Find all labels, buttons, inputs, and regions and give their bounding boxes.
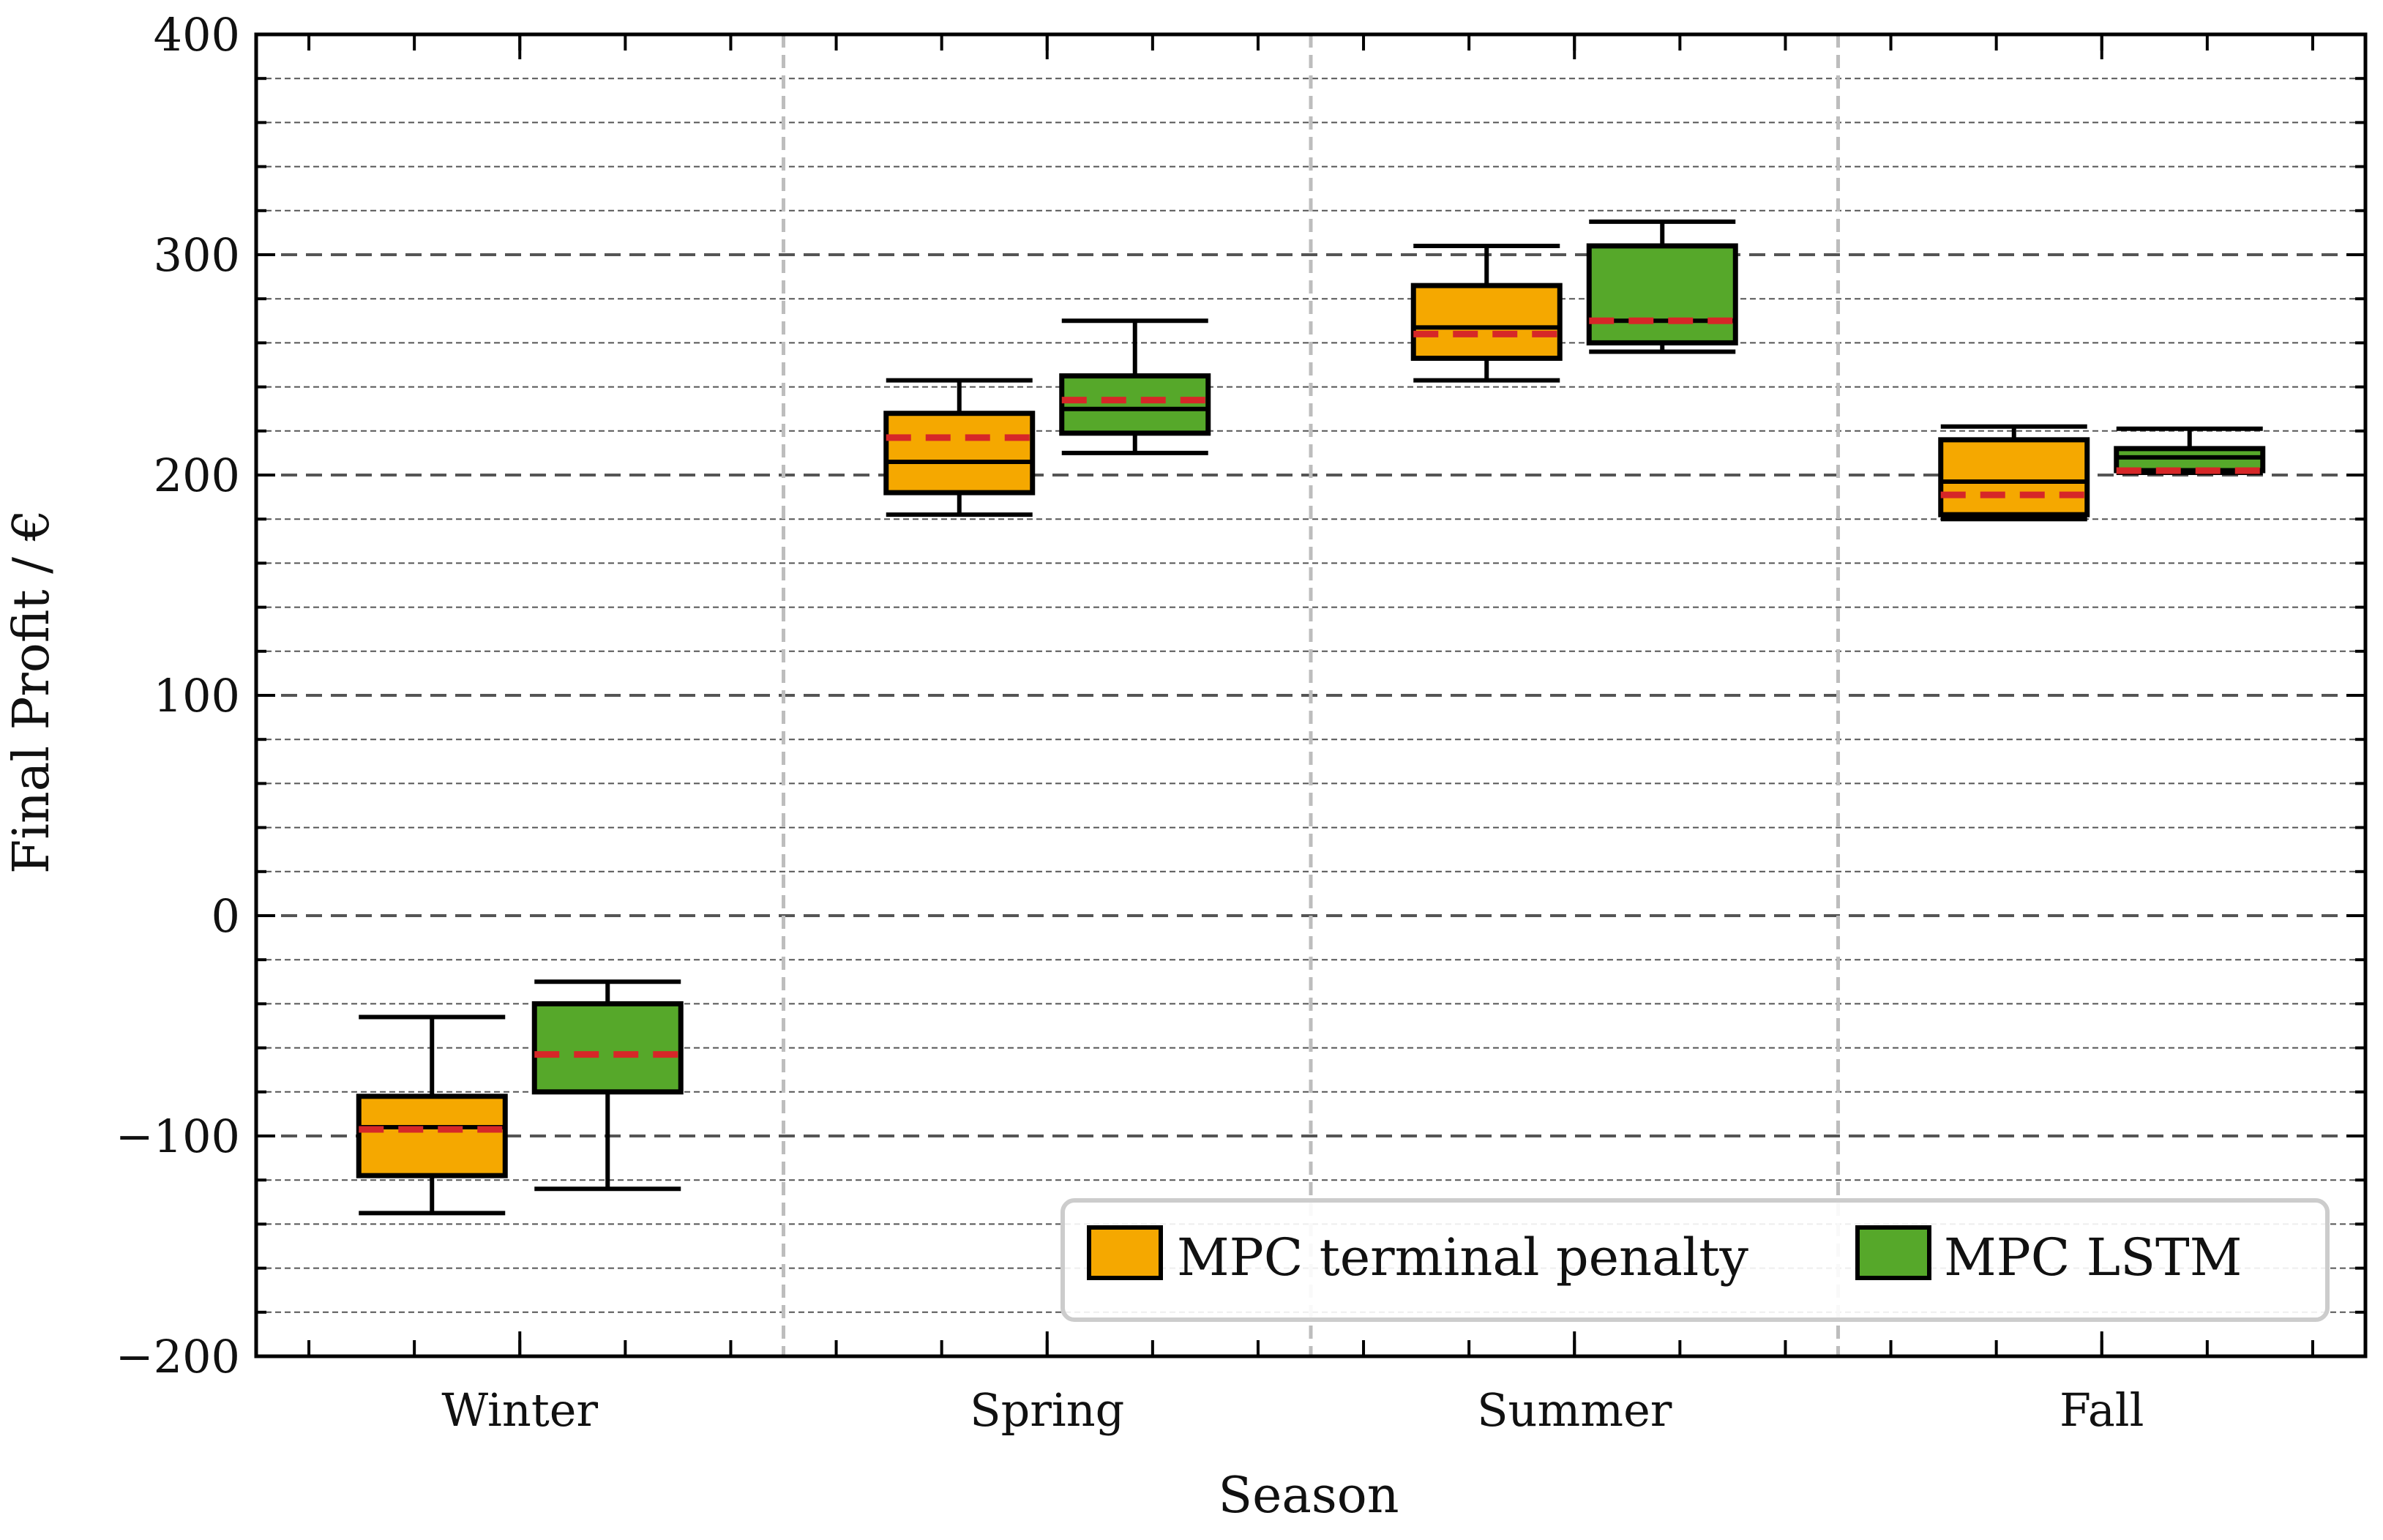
y-tick-label: 100 bbox=[154, 669, 240, 722]
box-layer bbox=[356, 219, 2266, 1216]
box-terminal-penalty-fall bbox=[1938, 437, 2090, 517]
y-tick-label: −200 bbox=[116, 1330, 240, 1383]
x-tick-label-winter: Winter bbox=[441, 1383, 598, 1437]
legend: MPC terminal penalty MPC LSTM bbox=[1060, 1198, 2330, 1322]
legend-label-lstm: MPC LSTM bbox=[1944, 1227, 2242, 1287]
box-lstm-winter bbox=[531, 1001, 684, 1095]
y-tick-label: 200 bbox=[154, 449, 240, 502]
y-tick-label: −100 bbox=[116, 1110, 240, 1163]
box-lstm-spring bbox=[1059, 373, 1211, 436]
season-separators bbox=[782, 34, 1840, 1356]
x-tick-label-spring: Spring bbox=[970, 1383, 1124, 1437]
box-lstm-fall bbox=[2114, 446, 2266, 474]
box-terminal-penalty-spring bbox=[883, 411, 1036, 496]
legend-swatch-lstm bbox=[1855, 1225, 1931, 1280]
legend-frame bbox=[1060, 1198, 2330, 1322]
x-tick-label-fall: Fall bbox=[2060, 1383, 2144, 1437]
y-tick-label: 0 bbox=[212, 889, 240, 943]
y-tick-label: 300 bbox=[154, 228, 240, 282]
box-terminal-penalty-winter bbox=[356, 1094, 508, 1178]
x-axis-title: Season bbox=[1219, 1467, 1399, 1525]
y-tick-label: 400 bbox=[154, 8, 240, 61]
y-axis-title: Final Profit / € bbox=[3, 509, 61, 874]
box-terminal-penalty-summer bbox=[1410, 283, 1563, 361]
legend-label-terminal-penalty: MPC terminal penalty bbox=[1177, 1227, 1748, 1287]
legend-swatch-terminal-penalty bbox=[1087, 1225, 1163, 1280]
axes bbox=[254, 32, 2368, 1358]
x-tick-label-summer: Summer bbox=[1477, 1383, 1672, 1437]
box-lstm-summer bbox=[1586, 243, 1738, 345]
tick-labels: −200 −100 0 100 200 300 400 Winter Spring Summer F… bbox=[116, 8, 2144, 1437]
